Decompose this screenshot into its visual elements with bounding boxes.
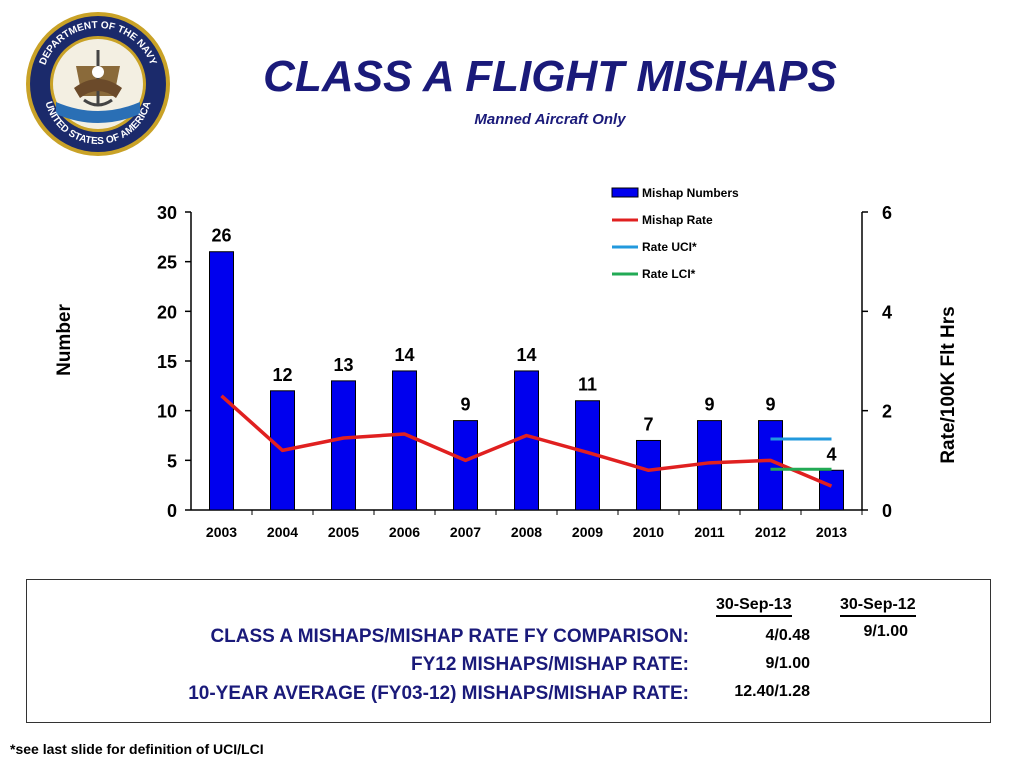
y-tick-label: 15 xyxy=(157,352,177,372)
y2-tick-label: 0 xyxy=(882,501,892,521)
footnote: *see last slide for definition of UCI/LC… xyxy=(10,741,264,757)
y-tick-label: 0 xyxy=(167,501,177,521)
bar xyxy=(819,469,844,511)
comparison-panel xyxy=(26,579,991,723)
x-tick-label: 2003 xyxy=(206,524,237,540)
bar-data-label: 12 xyxy=(272,365,292,385)
x-tick-label: 2004 xyxy=(267,524,298,540)
y-tick-label: 20 xyxy=(157,302,177,322)
y2-tick-label: 4 xyxy=(882,302,892,322)
value-10yr-average-sep13: 12.40/1.28 xyxy=(734,683,810,700)
x-tick-label: 2011 xyxy=(694,524,725,540)
bar xyxy=(209,251,234,511)
bar xyxy=(453,420,478,511)
y-tick-label: 25 xyxy=(157,253,177,273)
bar-data-label: 26 xyxy=(211,226,231,246)
y2-axis-label: Rate/100K Flt Hrs xyxy=(938,306,959,463)
legend-label: Mishap Rate xyxy=(642,213,713,227)
bar-data-label: 9 xyxy=(460,395,470,415)
bar-data-label: 14 xyxy=(394,345,414,365)
x-tick-label: 2006 xyxy=(389,524,420,540)
bar xyxy=(392,370,417,511)
row-label-10yr-average: 10-YEAR AVERAGE (FY03-12) MISHAPS/MISHAP… xyxy=(188,683,689,704)
value-fy-comparison-sep13: 4/0.48 xyxy=(765,627,810,644)
bar xyxy=(575,400,600,511)
page-subtitle: Manned Aircraft Only xyxy=(474,111,626,128)
bar-data-label: 11 xyxy=(578,375,597,395)
bar-data-label: 9 xyxy=(765,395,775,415)
col-header-sep13: 30-Sep-13 xyxy=(716,596,792,617)
bar-data-label: 9 xyxy=(704,395,714,415)
x-tick-label: 2008 xyxy=(511,524,542,540)
bar-data-label: 13 xyxy=(333,355,353,375)
row-label-fy-comparison: CLASS A MISHAPS/MISHAP RATE FY COMPARISO… xyxy=(210,626,689,647)
y-tick-label: 5 xyxy=(167,451,177,471)
mishap-rate-line xyxy=(220,394,833,488)
bar xyxy=(331,380,356,511)
x-tick-label: 2012 xyxy=(755,524,786,540)
x-tick-label: 2007 xyxy=(450,524,481,540)
legend-label: Rate UCI* xyxy=(642,240,697,254)
x-tick-label: 2005 xyxy=(328,524,359,540)
mishap-chart: 0 5 10 15 20 25 30 0 2 4 6 2003 2004 2005 2006 2007 2008… xyxy=(54,186,959,540)
bar xyxy=(636,439,661,511)
chart-legend: Mishap Numbers Mishap Rate Rate UCI* Rate L… xyxy=(611,186,739,281)
x-tick-label: 2010 xyxy=(633,524,664,540)
legend-swatch xyxy=(611,187,639,198)
y2-tick-label: 6 xyxy=(882,203,892,223)
y-tick-label: 30 xyxy=(157,203,177,223)
value-fy-comparison-sep12: 9/1.00 xyxy=(863,623,908,640)
col-header-sep12: 30-Sep-12 xyxy=(840,596,916,617)
x-tick-label: 2013 xyxy=(816,524,847,540)
bar-data-label: 7 xyxy=(643,414,653,434)
value-fy12-sep13: 9/1.00 xyxy=(765,655,810,672)
y-axis-label: Number xyxy=(54,304,75,376)
navy-seal-logo: DEPARTMENT OF THE NAVY UNITED STATES OF … xyxy=(26,12,170,156)
y-tick-label: 10 xyxy=(157,402,177,422)
bar-data-label: 14 xyxy=(516,345,536,365)
legend-label: Rate LCI* xyxy=(642,267,696,281)
y2-tick-label: 2 xyxy=(882,402,892,422)
legend-label: Mishap Numbers xyxy=(642,186,739,200)
page-title: CLASS A FLIGHT MISHAPS xyxy=(263,52,837,101)
bar-data-label: 4 xyxy=(826,444,836,464)
row-label-fy12: FY12 MISHAPS/MISHAP RATE: xyxy=(410,654,689,675)
x-tick-label: 2009 xyxy=(572,524,603,540)
